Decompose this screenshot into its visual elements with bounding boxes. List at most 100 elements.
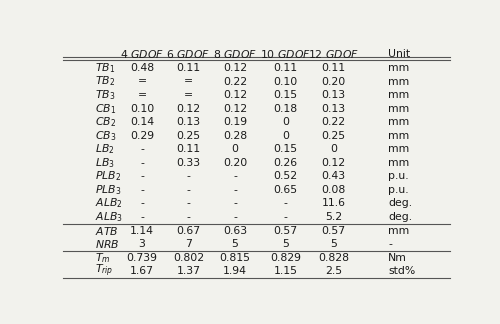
Text: 1.14: 1.14 [130, 226, 154, 236]
Text: -: - [233, 185, 237, 195]
Text: $\mathit{T_{rip}}$: $\mathit{T_{rip}}$ [96, 263, 114, 279]
Text: mm: mm [388, 63, 409, 73]
Text: -: - [140, 185, 144, 195]
Text: 0.815: 0.815 [220, 253, 250, 263]
Text: 0.25: 0.25 [322, 131, 346, 141]
Text: -: - [140, 158, 144, 168]
Text: 0.20: 0.20 [223, 158, 247, 168]
Text: 0.52: 0.52 [273, 171, 297, 181]
Text: 0.12: 0.12 [223, 104, 247, 114]
Text: 0.26: 0.26 [273, 158, 297, 168]
Text: deg.: deg. [388, 199, 412, 208]
Text: -: - [186, 212, 190, 222]
Text: 0.67: 0.67 [176, 226, 201, 236]
Text: 0: 0 [330, 144, 337, 154]
Text: 5.2: 5.2 [325, 212, 342, 222]
Text: $\mathit{LB_3}$: $\mathit{LB_3}$ [96, 156, 115, 170]
Text: -: - [186, 199, 190, 208]
Text: 0.63: 0.63 [223, 226, 247, 236]
Text: $\mathit{TB_1}$: $\mathit{TB_1}$ [96, 61, 116, 75]
Text: -: - [186, 185, 190, 195]
Text: 0.12: 0.12 [322, 158, 346, 168]
Text: 11.6: 11.6 [322, 199, 346, 208]
Text: 0.10: 0.10 [130, 104, 154, 114]
Text: -: - [388, 239, 392, 249]
Text: $\mathit{CB_3}$: $\mathit{CB_3}$ [96, 129, 116, 143]
Text: 1.94: 1.94 [223, 266, 247, 276]
Text: 5: 5 [330, 239, 337, 249]
Text: 12 $\mathit{GDOF}$: 12 $\mathit{GDOF}$ [308, 49, 360, 61]
Text: 0.802: 0.802 [173, 253, 204, 263]
Text: -: - [140, 212, 144, 222]
Text: 0.19: 0.19 [223, 117, 247, 127]
Text: $\mathit{T_m}$: $\mathit{T_m}$ [96, 251, 111, 264]
Text: -: - [233, 212, 237, 222]
Text: -: - [140, 171, 144, 181]
Text: 0.22: 0.22 [322, 117, 346, 127]
Text: mm: mm [388, 131, 409, 141]
Text: 0.57: 0.57 [273, 226, 297, 236]
Text: 0.57: 0.57 [322, 226, 346, 236]
Text: =: = [184, 90, 193, 100]
Text: -: - [284, 212, 287, 222]
Text: 0.11: 0.11 [273, 63, 297, 73]
Text: 0.739: 0.739 [126, 253, 158, 263]
Text: =: = [138, 90, 146, 100]
Text: 0.829: 0.829 [270, 253, 301, 263]
Text: 0.12: 0.12 [223, 63, 247, 73]
Text: 0.14: 0.14 [130, 117, 154, 127]
Text: 0.11: 0.11 [176, 63, 201, 73]
Text: 0.08: 0.08 [322, 185, 346, 195]
Text: p.u.: p.u. [388, 171, 408, 181]
Text: $\mathit{ALB_3}$: $\mathit{ALB_3}$ [96, 210, 123, 224]
Text: $\mathit{NRB}$: $\mathit{NRB}$ [96, 238, 120, 250]
Text: 1.37: 1.37 [176, 266, 201, 276]
Text: 6 $\mathit{GDOF}$: 6 $\mathit{GDOF}$ [166, 49, 210, 61]
Text: 0.18: 0.18 [273, 104, 297, 114]
Text: $\mathit{TB_3}$: $\mathit{TB_3}$ [96, 88, 116, 102]
Text: 0.28: 0.28 [223, 131, 247, 141]
Text: $\mathit{LB_2}$: $\mathit{LB_2}$ [96, 142, 115, 156]
Text: Nm: Nm [388, 253, 407, 263]
Text: 0: 0 [232, 144, 238, 154]
Text: 0.12: 0.12 [176, 104, 201, 114]
Text: 0.29: 0.29 [130, 131, 154, 141]
Text: mm: mm [388, 90, 409, 100]
Text: 0.15: 0.15 [273, 90, 297, 100]
Text: mm: mm [388, 144, 409, 154]
Text: =: = [184, 76, 193, 87]
Text: $\mathit{PLB_3}$: $\mathit{PLB_3}$ [96, 183, 122, 197]
Text: mm: mm [388, 104, 409, 114]
Text: 5: 5 [282, 239, 289, 249]
Text: 0: 0 [282, 117, 289, 127]
Text: 0.15: 0.15 [273, 144, 297, 154]
Text: 0.65: 0.65 [273, 185, 297, 195]
Text: 7: 7 [185, 239, 192, 249]
Text: -: - [284, 199, 287, 208]
Text: 0.20: 0.20 [322, 76, 346, 87]
Text: =: = [138, 76, 146, 87]
Text: 0.11: 0.11 [322, 63, 346, 73]
Text: 0.828: 0.828 [318, 253, 349, 263]
Text: 2.5: 2.5 [325, 266, 342, 276]
Text: 0: 0 [282, 131, 289, 141]
Text: -: - [233, 199, 237, 208]
Text: 0.12: 0.12 [223, 90, 247, 100]
Text: $\mathit{ATB}$: $\mathit{ATB}$ [96, 225, 119, 237]
Text: -: - [233, 171, 237, 181]
Text: 10 $\mathit{GDOF}$: 10 $\mathit{GDOF}$ [260, 49, 311, 61]
Text: 0.22: 0.22 [223, 76, 247, 87]
Text: $\mathit{ALB_2}$: $\mathit{ALB_2}$ [96, 197, 123, 210]
Text: mm: mm [388, 158, 409, 168]
Text: Unit: Unit [388, 50, 410, 60]
Text: mm: mm [388, 226, 409, 236]
Text: 0.13: 0.13 [322, 104, 346, 114]
Text: 4 $\mathit{GDOF}$: 4 $\mathit{GDOF}$ [120, 49, 164, 61]
Text: 0.33: 0.33 [176, 158, 201, 168]
Text: -: - [140, 144, 144, 154]
Text: std%: std% [388, 266, 415, 276]
Text: 0.43: 0.43 [322, 171, 346, 181]
Text: 0.13: 0.13 [322, 90, 346, 100]
Text: mm: mm [388, 76, 409, 87]
Text: $\mathit{TB_2}$: $\mathit{TB_2}$ [96, 75, 116, 88]
